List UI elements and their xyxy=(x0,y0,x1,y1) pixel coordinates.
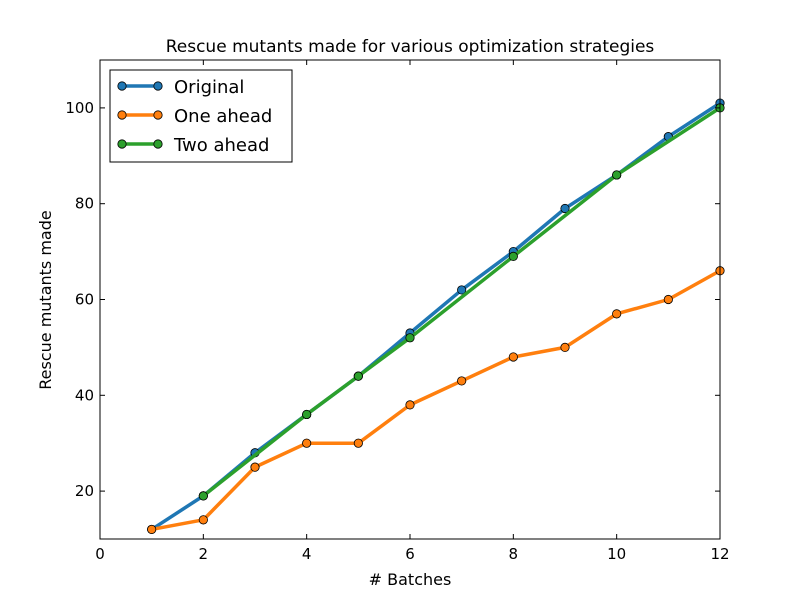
data-point xyxy=(457,285,467,295)
data-point xyxy=(250,462,260,472)
legend-item-two-ahead: Two ahead xyxy=(117,135,269,156)
legend-item-original: Original xyxy=(117,77,244,98)
legend-marker xyxy=(117,81,127,91)
x-tick-label: 2 xyxy=(199,545,209,563)
data-point xyxy=(302,409,312,420)
data-point xyxy=(663,294,673,305)
y-axis-label: Rescue mutants made xyxy=(36,210,55,389)
legend: Original One ahead Two ahead xyxy=(109,69,293,163)
data-point xyxy=(612,170,622,180)
x-axis: 0 2 4 6 8 10 12 xyxy=(95,60,730,563)
x-tick-label: 8 xyxy=(509,545,519,563)
data-point xyxy=(405,333,415,343)
legend-marker xyxy=(153,110,163,120)
series-layer xyxy=(147,98,725,535)
data-point xyxy=(508,251,518,261)
legend-label: One ahead xyxy=(174,106,272,127)
x-tick-label: 0 xyxy=(95,545,105,563)
data-point xyxy=(612,309,622,319)
data-point xyxy=(560,203,570,214)
x-axis-label: # Batches xyxy=(369,570,452,589)
legend-item-one-ahead: One ahead xyxy=(117,106,272,127)
y-tick-label: 20 xyxy=(75,482,94,500)
y-tick-label: 40 xyxy=(75,386,94,404)
y-tick-label: 100 xyxy=(65,99,94,117)
data-point xyxy=(457,376,467,386)
chart-title: Rescue mutants made for various optimiza… xyxy=(166,37,655,57)
y-tick-label: 60 xyxy=(75,291,94,309)
x-tick-label: 4 xyxy=(302,545,312,563)
y-tick-label: 80 xyxy=(75,195,94,213)
legend-marker xyxy=(153,81,163,91)
legend-label: Two ahead xyxy=(173,135,269,156)
x-tick-label: 6 xyxy=(405,545,415,563)
legend-marker xyxy=(117,110,127,120)
series-line-one-ahead xyxy=(151,269,721,532)
data-point xyxy=(508,352,518,362)
data-point xyxy=(353,371,363,381)
data-point xyxy=(560,342,570,352)
x-tick-label: 12 xyxy=(710,545,729,563)
data-point xyxy=(405,400,415,410)
x-tick-label: 10 xyxy=(607,545,626,563)
data-point xyxy=(198,491,208,501)
legend-marker xyxy=(153,139,163,149)
data-point xyxy=(353,438,363,448)
series-one-ahead xyxy=(147,266,725,535)
data-point xyxy=(302,438,312,448)
data-point xyxy=(147,524,157,535)
data-point xyxy=(198,515,208,525)
legend-label: Original xyxy=(174,77,244,98)
y-axis: 20 40 60 80 100 xyxy=(65,99,720,500)
legend-marker xyxy=(117,139,127,149)
